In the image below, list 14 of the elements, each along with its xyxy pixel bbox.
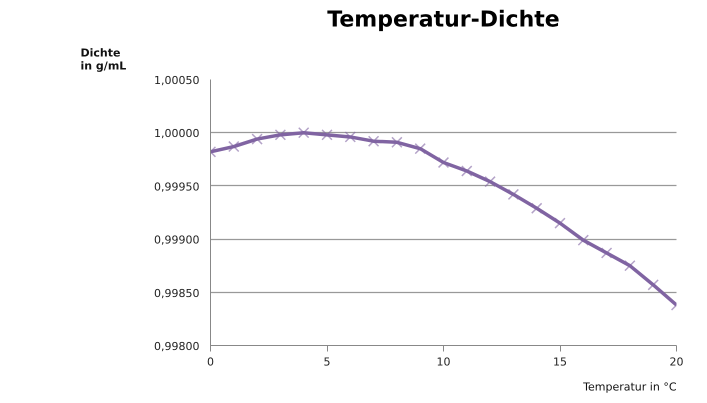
y-axis-title: Dichte in g/mL [80, 46, 126, 72]
x-tick-label: 15 [553, 356, 567, 368]
y-tick-label: 1,00000 [154, 127, 200, 140]
x-tick-label: 10 [436, 356, 450, 368]
y-tick-label: 0,99800 [154, 340, 200, 353]
chart-title: Temperatur-Dichte [327, 8, 560, 32]
x-tick-label: 20 [670, 356, 684, 368]
x-axis-title: Temperatur in °C [582, 380, 677, 394]
y-tick-label: 0,99850 [154, 286, 200, 300]
y-tick-label: 1,00050 [154, 74, 200, 87]
y-tick-label: 0,99950 [154, 180, 200, 194]
x-tick-label: 5 [324, 356, 330, 368]
y-tick-label: 0,99900 [154, 234, 200, 247]
x-tick-label: 0 [207, 356, 214, 368]
